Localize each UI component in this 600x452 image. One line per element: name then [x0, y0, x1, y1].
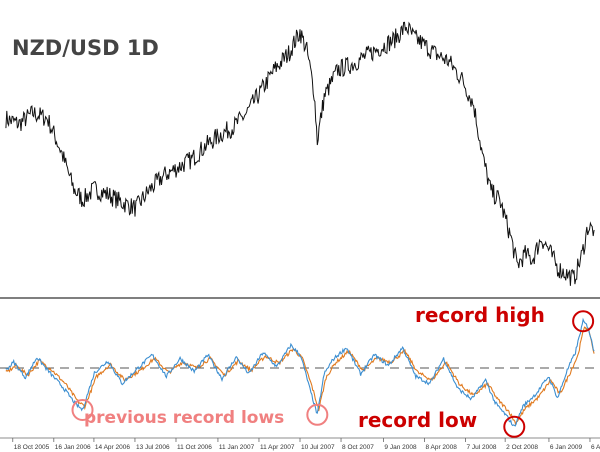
- oscillator-series-line-1: [5, 326, 595, 426]
- chart-title: NZD/USD 1D: [12, 36, 159, 60]
- annotation-circle: [306, 403, 329, 426]
- annotation-label: record high: [415, 303, 545, 327]
- price-series-line: [5, 21, 595, 286]
- x-tick-label: 10 Jul 2007: [301, 444, 335, 451]
- x-tick-label: 11 Oct 2006: [177, 444, 212, 451]
- x-tick-label: 6 Apr 2009: [591, 444, 600, 451]
- x-tick-label: 14 Apr 2006: [95, 444, 130, 451]
- annotation-label: record low: [358, 408, 477, 432]
- annotation-label: previous record lows: [84, 408, 284, 428]
- annotation-circle: [572, 310, 595, 333]
- oscillator-panel: [0, 317, 600, 427]
- x-axis: 18 Oct 2005 16 Jan 2006 14 Apr 2006 13 Jul …: [12, 438, 600, 451]
- x-tick-label: 7 Jul 2008: [467, 444, 497, 451]
- x-tick-label: 2 Oct 2008: [506, 444, 538, 451]
- x-tick-label: 11 Jan 2007: [219, 444, 255, 451]
- x-tick-label: 8 Apr 2008: [425, 444, 457, 451]
- annotations: previous record lows record low record hig…: [71, 303, 595, 438]
- x-tick-label: 13 Jul 2006: [136, 444, 170, 451]
- x-tick-label: 8 Oct 2007: [342, 444, 374, 451]
- x-tick-label: 18 Oct 2005: [14, 444, 50, 451]
- x-tick-label: 11 Apr 2007: [260, 444, 295, 451]
- price-panel: [5, 21, 595, 286]
- x-tick-label: 16 Jan 2006: [55, 444, 91, 451]
- annotation-circle: [503, 415, 526, 438]
- x-tick-label: 6 Jan 2009: [550, 444, 583, 451]
- x-tick-label: 9 Jan 2008: [384, 444, 417, 451]
- annotation-circle: [71, 399, 94, 421]
- oscillator-series-line-2: [5, 317, 595, 427]
